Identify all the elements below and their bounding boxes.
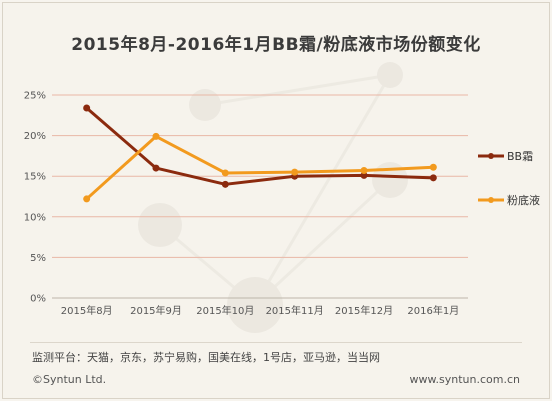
x-tick-label: 2015年10月 <box>196 304 254 317</box>
data-point <box>83 195 91 203</box>
data-point <box>83 104 91 112</box>
x-tick-label: 2016年1月 <box>407 304 459 317</box>
data-point <box>152 132 160 140</box>
y-tick-label: 5% <box>30 253 46 264</box>
data-point <box>291 168 299 176</box>
series-line-2 <box>85 134 435 201</box>
y-tick-label: 10% <box>24 212 46 223</box>
line-chart: 0%5%10%15%20%25% 2015年8月 2015年9月 2015年10月 2… <box>24 62 540 333</box>
y-axis-ticks: 0% 5% 10% 15% 20% 25% <box>24 91 46 305</box>
x-tick-label: 2015年8月 <box>61 304 113 317</box>
grid-lines <box>52 94 468 299</box>
legend-marker <box>488 197 494 203</box>
background-decoration <box>138 62 408 333</box>
y-tick-label: 20% <box>24 131 46 142</box>
y-tick-label: 0% <box>30 294 46 305</box>
chart-title: 2015年8月-2016年1月BB霜/粉底液市场份额变化 <box>71 35 481 55</box>
data-point <box>429 163 437 171</box>
x-tick-label: 2015年12月 <box>335 304 393 317</box>
x-tick-label: 2015年11月 <box>266 304 324 317</box>
legend-label: 粉底液 <box>507 193 540 207</box>
data-point <box>221 169 229 177</box>
y-tick-label: 25% <box>24 91 46 102</box>
data-point <box>360 167 368 175</box>
data-point <box>152 164 160 172</box>
footer-divider <box>30 342 522 343</box>
x-axis-ticks: 2015年8月 2015年9月 2015年10月 2015年11月 2015年12月 20… <box>61 304 459 317</box>
legend-label: BB霜 <box>507 150 533 163</box>
data-point <box>221 180 229 188</box>
source-note: 监测平台：天猫，京东，苏宁易购，国美在线，1号店，亚马逊，当当网 <box>32 351 380 364</box>
legend-marker <box>488 153 494 159</box>
x-tick-label: 2015年9月 <box>130 304 182 317</box>
copyright-text: ©Syntun Ltd. <box>32 373 107 386</box>
website-text: www.syntun.com.cn <box>409 373 520 386</box>
series-lines <box>83 104 437 203</box>
data-point <box>429 174 437 182</box>
data-point <box>360 171 368 179</box>
series-line-1 <box>85 106 435 186</box>
y-tick-label: 15% <box>24 172 46 183</box>
